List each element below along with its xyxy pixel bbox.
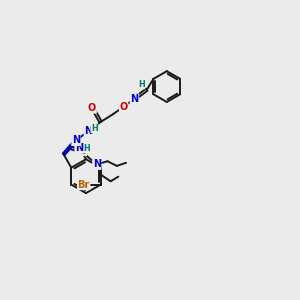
Text: N: N	[75, 143, 83, 153]
Text: N: N	[130, 94, 139, 104]
Text: O: O	[88, 103, 96, 113]
Text: O: O	[78, 146, 87, 155]
Text: H: H	[138, 80, 145, 89]
Text: Br: Br	[78, 180, 90, 190]
Text: O: O	[120, 102, 128, 112]
Text: N: N	[93, 159, 101, 169]
Text: H: H	[91, 124, 98, 133]
Text: H: H	[84, 144, 91, 153]
Text: N: N	[84, 126, 92, 136]
Text: N: N	[72, 136, 80, 146]
